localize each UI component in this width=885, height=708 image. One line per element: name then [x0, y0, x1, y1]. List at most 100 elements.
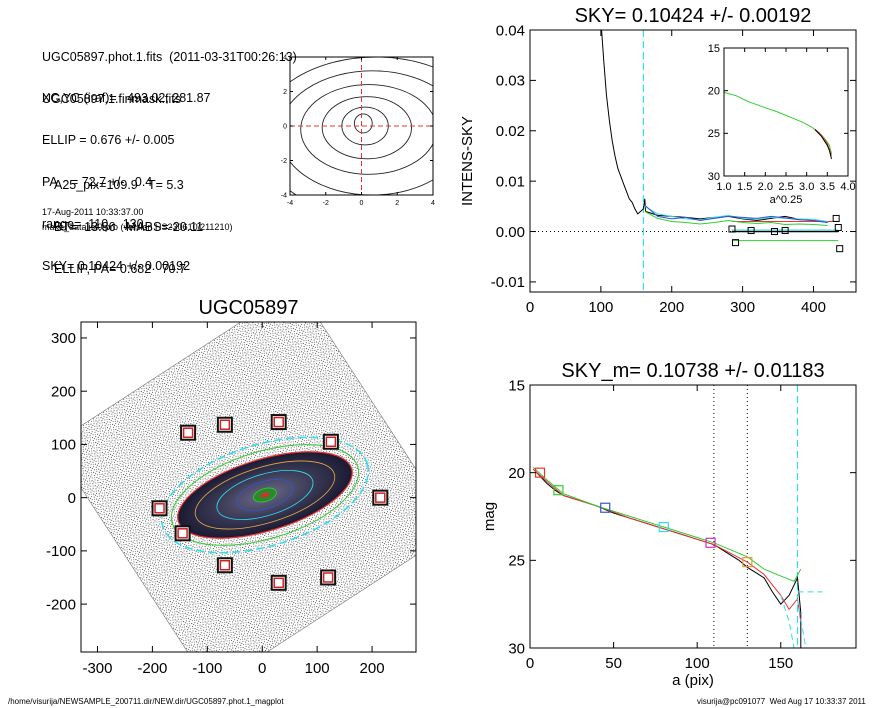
header-line: A25_pix=109.9 T= 5.3: [54, 178, 184, 192]
masked-star-inner: [177, 528, 188, 539]
inset-series-line: [814, 129, 832, 160]
x-tick-label: -100: [192, 660, 222, 677]
contour-line: [300, 84, 433, 175]
y-tick-label: 0: [68, 490, 76, 507]
header-line: range= 110.- 130.: [42, 217, 148, 231]
inset-background: [724, 48, 848, 176]
x-tick-label: 3.0: [799, 181, 814, 193]
contour-line: [321, 96, 412, 160]
mag-marker: [600, 502, 611, 513]
sky-series-line: [644, 210, 828, 226]
y-tick-label: 15: [508, 377, 525, 394]
magnitude-profile-plot: 0 50 100 150 15 20 25 30 SKY_m= 0.10738 +/- 0.01…: [481, 360, 857, 689]
inset-plot: 1.0 1.5 2.0 2.5 3.0 3.5 4.0 15 20 25 30 a^0.25: [708, 43, 856, 206]
x-tick-label: 150: [768, 655, 793, 672]
mag-series-line: [797, 598, 807, 648]
header-line: XC,YC (iraf)= 493.02, 281.87: [42, 91, 211, 105]
x-tick-label: 4.0: [840, 181, 855, 193]
x-tick-label: 0: [526, 655, 534, 672]
y-tick-label: -200: [46, 596, 76, 613]
image-title: UGC05897: [198, 297, 298, 319]
x-tick-label: -200: [137, 660, 167, 677]
sky-marker: [836, 245, 844, 253]
sky-plot: 0 100 200 300 400 -0.01 0.00 0.01 0.02 0.03 0.04 SK…: [459, 5, 857, 316]
masked-star: [322, 433, 339, 450]
x-tick-label: 1.0: [716, 181, 731, 193]
header-line: ELLIP, PA= 0.682 70.7: [54, 262, 186, 276]
masked-star: [174, 525, 191, 542]
x-tick-label: 0: [526, 299, 534, 316]
y-tick-label: 200: [51, 383, 76, 400]
y-tick-label: -4: [281, 192, 287, 199]
isophote: [194, 460, 336, 530]
masked-star-inner: [273, 577, 284, 589]
image-data: [81, 322, 416, 652]
x-tick-label: 200: [360, 660, 385, 677]
mag-marker: [553, 485, 564, 496]
x-tick-label: 4: [431, 200, 435, 207]
masked-star-inner: [325, 436, 337, 448]
plot-frame: [529, 384, 857, 649]
inset-series-line: [724, 91, 832, 154]
sky-marker: [728, 225, 736, 233]
sky-marker: [771, 228, 778, 236]
program-version: make_datalist0.pro (version HS230610/211…: [42, 222, 233, 232]
mag-marker: [742, 556, 753, 568]
sky-series-line: [601, 30, 828, 223]
sky-marker: [832, 214, 840, 222]
masked-star: [180, 424, 197, 441]
masked-star: [320, 569, 337, 586]
sky-annulus-ellipse: [160, 436, 370, 554]
x-tick-label: -4: [287, 200, 293, 207]
y-tick-label: 30: [508, 640, 525, 657]
masked-star: [216, 416, 233, 433]
mag-series-line: [532, 468, 802, 648]
x-tick-label: 50: [605, 655, 622, 672]
plot-frame: [529, 29, 857, 293]
y-tick-label: 4: [283, 54, 287, 61]
y-tick-label: 25: [508, 553, 525, 570]
masked-star: [151, 500, 168, 517]
y-tick-label: 25: [708, 128, 720, 140]
outer-ellipse: [170, 444, 360, 546]
isophote: [236, 479, 294, 511]
plot-frame: [80, 321, 417, 653]
masked-star-inner: [273, 416, 284, 428]
sky-marker: [834, 224, 842, 232]
x-tick-label: 400: [801, 299, 826, 316]
mag-ylabel: mag: [481, 502, 498, 531]
x-tick-label: 2.5: [778, 181, 793, 193]
y-tick-label: 30: [708, 171, 720, 183]
masked-star-inner: [375, 492, 386, 503]
y-tick-label: 0.00: [496, 224, 525, 241]
x-tick-label: 0: [258, 660, 266, 677]
y-tick-label: 0: [283, 123, 287, 130]
y-tick-label: 0.02: [496, 123, 525, 140]
header-line: PA = 72.7 +/- 0.4: [42, 175, 153, 189]
masked-star: [270, 414, 287, 431]
masked-star: [216, 557, 233, 574]
y-tick-label: 15: [708, 43, 720, 55]
isophote: [216, 470, 314, 520]
header-line: SKY= 0.10424 +/- 0.00192: [42, 259, 191, 273]
masked-star-inner: [219, 559, 231, 571]
galaxy-nucleus: [260, 492, 270, 498]
x-tick-label: 1.5: [737, 181, 752, 193]
sky-data: [530, 30, 856, 292]
y-tick-label: -0.01: [491, 274, 525, 291]
inset-xlabel: a^0.25: [770, 194, 803, 206]
x-tick-label: -300: [82, 660, 112, 677]
sky-ylabel: INTENS-SKY: [459, 116, 476, 206]
mag-series-line: [780, 595, 795, 648]
sky-marker: [732, 239, 740, 247]
y-tick-label: 0.04: [496, 22, 525, 39]
y-tick-label: 20: [708, 86, 720, 98]
masked-star: [372, 489, 389, 506]
mag-series-line: [532, 468, 802, 622]
mag-data: [532, 385, 823, 648]
contour-line: [353, 113, 373, 134]
x-tick-label: 100: [685, 655, 710, 672]
header-lines-a: UGC05897.phot.1.fits (2011-03-31T00:26:1…: [42, 22, 297, 120]
masked-star-inner: [182, 427, 194, 438]
